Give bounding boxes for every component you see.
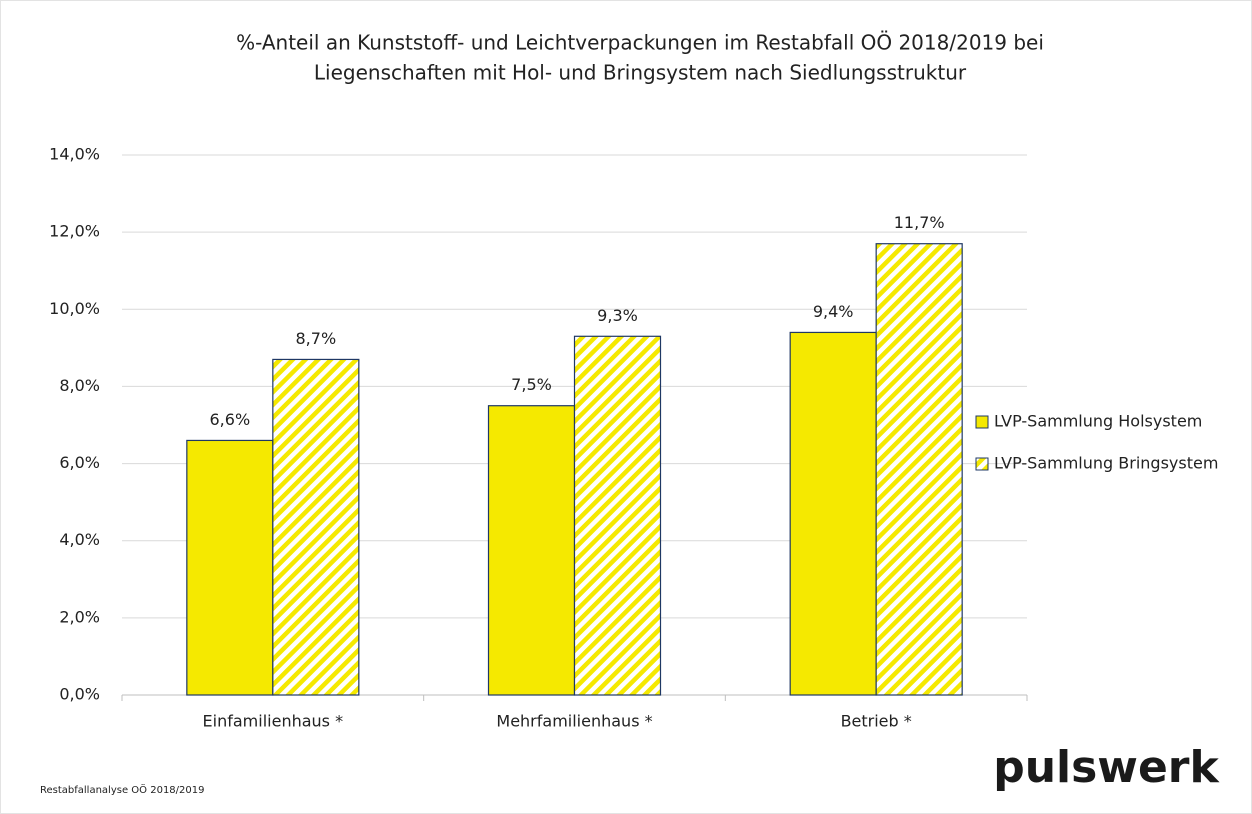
legend-label: LVP-Sammlung Bringsystem (994, 454, 1218, 473)
logo: pulswerk (993, 742, 1220, 793)
x-tick-label: Mehrfamilienhaus * (496, 712, 652, 731)
bar (789, 331, 877, 696)
bar (272, 358, 360, 696)
y-tick-label: 8,0% (59, 376, 100, 395)
bar (186, 439, 274, 696)
data-label: 11,7% (894, 213, 945, 232)
y-tick-label: 4,0% (59, 530, 100, 549)
source-note: Restabfallanalyse OÖ 2018/2019 (40, 783, 204, 796)
y-tick-label: 6,0% (59, 453, 100, 472)
x-tick-label: Einfamilienhaus * (203, 712, 344, 731)
legend-swatch (975, 415, 989, 429)
bar (875, 243, 963, 696)
legend-label: LVP-Sammlung Holsystem (994, 412, 1202, 431)
data-label: 9,4% (813, 302, 854, 321)
data-label: 6,6% (210, 410, 251, 429)
x-tick-label: Betrieb * (841, 712, 912, 731)
data-label: 9,3% (597, 306, 638, 325)
y-tick-label: 10,0% (49, 299, 100, 318)
chart-title: %-Anteil an Kunststoff- und Leichtverpac… (236, 31, 1044, 55)
bar (487, 405, 576, 696)
legend-swatch (975, 457, 989, 471)
data-label: 7,5% (511, 375, 552, 394)
data-label: 8,7% (296, 329, 337, 348)
y-tick-label: 14,0% (49, 145, 100, 164)
y-tick-label: 2,0% (59, 607, 100, 626)
bar (573, 335, 662, 696)
y-tick-label: 12,0% (49, 222, 100, 241)
chart-title: Liegenschaften mit Hol- und Bringsystem … (314, 61, 967, 85)
y-tick-label: 0,0% (59, 685, 100, 704)
